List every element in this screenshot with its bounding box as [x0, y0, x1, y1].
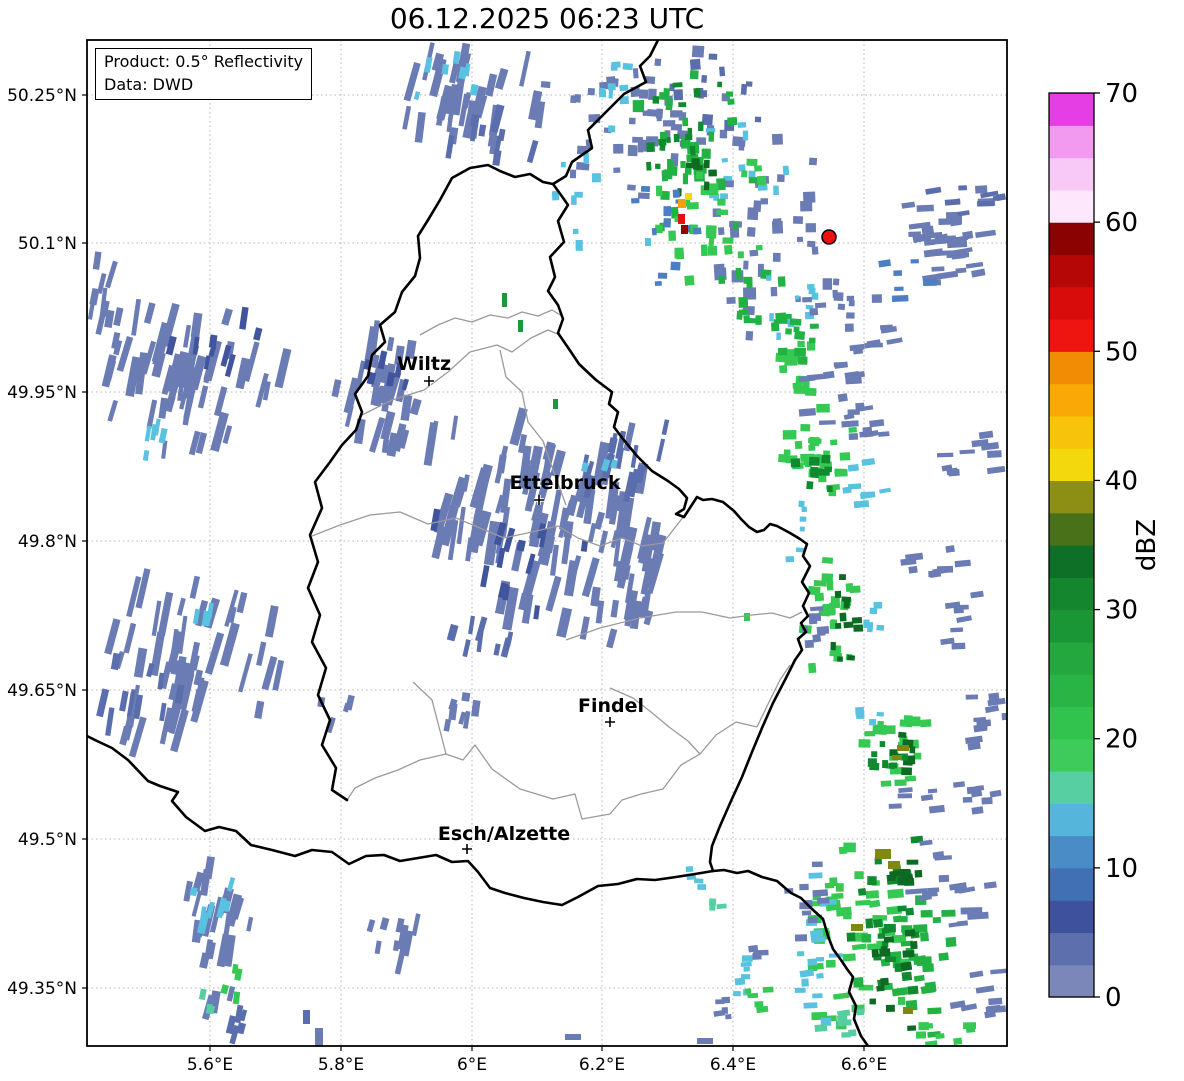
info-product-line: Product: 0.5° Reflectivity	[104, 52, 304, 71]
x-tick-label: 6.4°E	[710, 1055, 756, 1075]
y-tick-label: 49.8°N	[18, 532, 77, 552]
radar-site-marker	[821, 229, 837, 245]
colorbar-tick-label: 30	[1105, 596, 1138, 626]
colorbar-frame	[1048, 92, 1095, 998]
city-marker	[424, 376, 434, 386]
y-tick-label: 49.65°N	[7, 681, 77, 701]
colorbar-tick-label: 0	[1105, 983, 1122, 1013]
info-box: Product: 0.5° Reflectivity Data: DWD	[95, 48, 313, 101]
info-source-line: Data: DWD	[104, 75, 194, 95]
x-tick-label: 6.2°E	[579, 1055, 625, 1075]
city-label: Wiltz	[397, 353, 451, 375]
y-tick-label: 50.25°N	[7, 86, 77, 106]
city-label: Ettelbruck	[510, 472, 621, 494]
city-marker	[534, 495, 544, 505]
colorbar-tick-label: 50	[1105, 337, 1138, 367]
city-label: Findel	[578, 695, 644, 717]
y-tick-label: 49.95°N	[7, 383, 77, 403]
colorbar-tick-label: 10	[1105, 854, 1138, 884]
colorbar: 0 10 20 30 40 50 60 70 dBZ	[1048, 79, 1162, 1013]
radar-echoes	[87, 42, 1007, 1046]
x-tick-label: 5.6°E	[187, 1055, 233, 1075]
city-marker	[605, 717, 615, 727]
colorbar-tick-label: 60	[1105, 208, 1138, 238]
colorbar-tick-label: 20	[1105, 725, 1138, 755]
x-tick-label: 5.8°E	[318, 1055, 364, 1075]
district-borders	[311, 309, 803, 820]
figure-title: 06.12.2025 06:23 UTC	[389, 2, 705, 35]
city-annotations: Wiltz Ettelbruck Findel Esch/Alzette	[397, 353, 644, 854]
city-marker	[462, 844, 472, 854]
city-label: Esch/Alzette	[438, 823, 570, 845]
x-tick-label: 6.6°E	[841, 1055, 887, 1075]
axis-ticks: 5.6°E 5.8°E 6°E 6.2°E 6.4°E 6.6°E 50.25°N 50.1°…	[7, 86, 887, 1075]
y-tick-label: 49.35°N	[7, 979, 77, 999]
colorbar-tick-label: 40	[1105, 466, 1138, 496]
colorbar-title: dBZ	[1132, 519, 1162, 571]
y-tick-label: 50.1°N	[18, 234, 77, 254]
radar-intense-pixels	[303, 193, 913, 1046]
country-borders	[87, 40, 870, 1046]
y-tick-label: 49.5°N	[18, 830, 77, 850]
plot-frame	[86, 39, 1008, 1047]
x-tick-label: 6°E	[457, 1055, 487, 1075]
colorbar-tick-label: 70	[1105, 79, 1138, 109]
